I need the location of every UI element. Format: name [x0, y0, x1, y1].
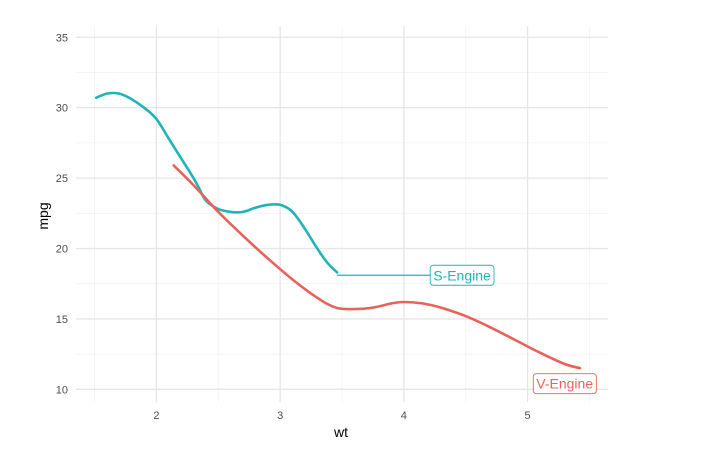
- x-axis-title: wt: [333, 424, 348, 440]
- x-tick-label: 4: [401, 410, 407, 422]
- grid-major: [76, 26, 608, 402]
- annotation-layer: S-Engine V-Engine: [337, 264, 597, 395]
- series-layer: [94, 91, 582, 370]
- y-tick-label: 10: [56, 384, 68, 396]
- x-axis-ticks: 2 3 4 5: [153, 410, 530, 422]
- y-tick-label: 25: [56, 173, 68, 185]
- y-tick-label: 30: [56, 103, 68, 115]
- y-tick-label: 20: [56, 244, 68, 256]
- y-axis-title: mpg: [35, 202, 51, 229]
- label-s-engine-box: [429, 264, 495, 286]
- series-line-v-engine: [172, 164, 582, 370]
- y-tick-label: 35: [56, 32, 68, 44]
- y-axis-ticks: 10 15 20 25 30 35: [56, 32, 68, 396]
- x-tick-label: 5: [525, 410, 531, 422]
- grid-minor: [76, 26, 608, 402]
- y-tick-label: 15: [56, 314, 68, 326]
- label-s-engine-text: S-Engine: [433, 267, 491, 283]
- label-v-engine-box: [532, 373, 597, 395]
- x-tick-label: 3: [277, 410, 283, 422]
- label-v-engine-text: V-Engine: [536, 376, 593, 392]
- x-tick-label: 2: [153, 410, 159, 422]
- series-line-s-engine: [94, 91, 339, 274]
